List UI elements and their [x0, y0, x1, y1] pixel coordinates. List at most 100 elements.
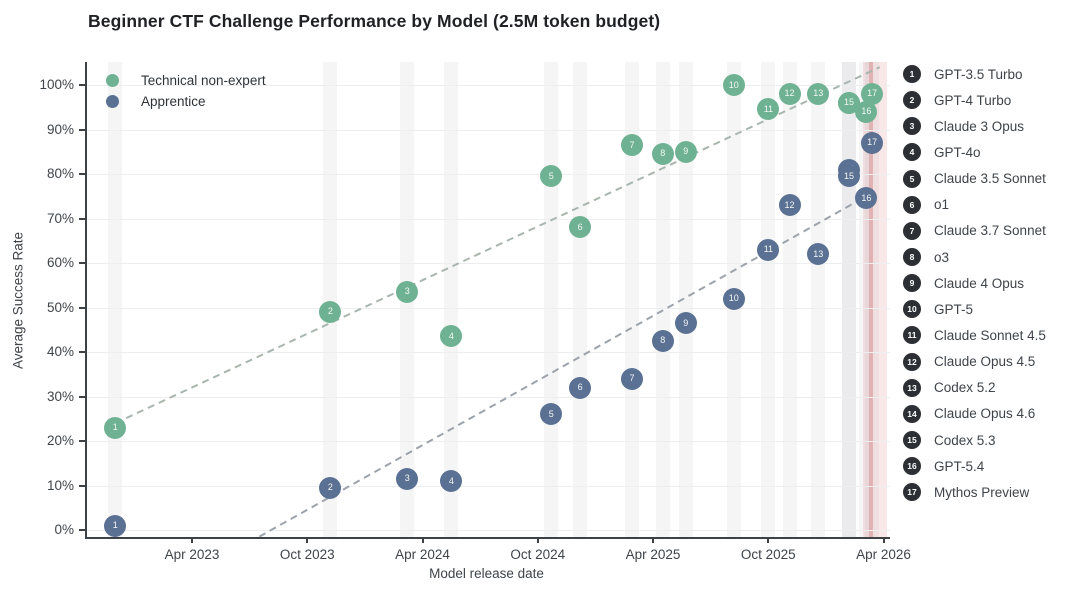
- legend-model-row: 3 Claude 3 Opus: [903, 113, 1046, 139]
- series-label-technical-non-expert: Technical non-expert: [141, 73, 266, 88]
- point-technical-non-expert-11: 11: [757, 98, 780, 121]
- legend-model-number: 8: [903, 248, 921, 267]
- point-technical-non-expert-3: 3: [396, 280, 419, 303]
- y-tick: [79, 306, 85, 309]
- x-tick-label: Apr 2024: [395, 547, 450, 562]
- plot-area: 1234567891011121314151617123456789101112…: [85, 62, 890, 539]
- y-tick: [79, 484, 85, 487]
- legend-model-name: Claude Sonnet 4.5: [934, 327, 1046, 343]
- y-tick-label: 50%: [46, 299, 74, 315]
- legend-model-number: 11: [903, 326, 921, 345]
- legend-model-number: 4: [903, 143, 921, 162]
- legend-model-row: 6 o1: [903, 192, 1046, 218]
- y-tick-label: 90%: [46, 121, 74, 137]
- release-date-stripe: [678, 62, 693, 537]
- legend-model-row: 8 o3: [903, 244, 1046, 270]
- legend-model-number: 5: [903, 169, 921, 188]
- point-apprentice-15: 15: [838, 165, 861, 188]
- point-apprentice-6: 6: [569, 376, 592, 399]
- point-apprentice-10: 10: [722, 287, 745, 310]
- point-apprentice-12: 12: [778, 194, 801, 217]
- x-tick-label: Oct 2023: [279, 547, 335, 562]
- x-tick-label: Oct 2025: [740, 547, 796, 562]
- release-date-stripe: [323, 62, 338, 537]
- legend-model-name: Codex 5.2: [934, 380, 996, 396]
- point-technical-non-expert-12: 12: [778, 82, 801, 105]
- x-tick: [767, 537, 770, 543]
- y-gridline: [87, 485, 890, 487]
- release-date-stripe: [573, 62, 588, 537]
- legend-model-name: GPT-3.5 Turbo: [934, 66, 1023, 82]
- point-technical-non-expert-2: 2: [319, 300, 342, 323]
- release-date-stripe: [811, 62, 826, 537]
- legend-model-name: GPT-4 Turbo: [934, 92, 1012, 108]
- x-tick-label: Apr 2025: [625, 547, 681, 562]
- chart-title: Beginner CTF Challenge Performance by Mo…: [88, 11, 661, 31]
- y-gridline: [87, 396, 890, 398]
- point-technical-non-expert-13: 13: [807, 82, 830, 105]
- point-apprentice-13: 13: [807, 243, 830, 266]
- y-tick-label: 30%: [46, 388, 74, 404]
- release-date-stripe: [859, 62, 874, 537]
- x-tick: [190, 537, 193, 543]
- legend-model-name: Claude Opus 4.5: [934, 354, 1036, 370]
- x-tick: [882, 537, 885, 543]
- y-gridline: [87, 85, 890, 86]
- legend-model-name: GPT-4o: [934, 144, 981, 160]
- y-tick: [79, 529, 85, 531]
- x-axis-label: Model release date: [429, 566, 544, 581]
- legend-item-technical-non-expert: Technical non-expert: [106, 70, 266, 91]
- legend-model-number: 13: [903, 378, 921, 397]
- y-gridline: [87, 263, 890, 264]
- legend-model-row: 4 GPT-4o: [903, 139, 1046, 165]
- y-gridline: [87, 129, 890, 131]
- legend-model-name: Claude 3.7 Sonnet: [934, 223, 1046, 239]
- point-technical-non-expert-16: 16: [855, 100, 878, 123]
- y-tick: [79, 262, 85, 264]
- legend-model-row: 10 GPT-5: [903, 296, 1046, 322]
- y-tick-label: 10%: [46, 477, 74, 493]
- point-technical-non-expert-8: 8: [651, 142, 674, 165]
- y-tick-label: 100%: [39, 77, 74, 92]
- y-tick-label: 40%: [46, 344, 74, 359]
- y-gridline: [87, 352, 890, 353]
- y-gridline: [87, 174, 890, 175]
- legend-item-apprentice: Apprentice: [106, 91, 266, 112]
- point-apprentice-9: 9: [674, 312, 697, 335]
- y-tick: [79, 173, 85, 175]
- legend-model-row: 12 Claude Opus 4.5: [903, 349, 1046, 375]
- x-tick-label: Apr 2023: [164, 547, 220, 562]
- series-dot-apprentice-icon: [106, 95, 119, 108]
- point-apprentice-16: 16: [855, 187, 878, 210]
- release-date-stripe: [782, 62, 797, 537]
- point-apprentice-11: 11: [757, 238, 780, 261]
- x-tick: [652, 537, 655, 543]
- legend-model-row: 1 GPT-3.5 Turbo: [903, 61, 1046, 87]
- point-apprentice-1: 1: [104, 514, 127, 537]
- legend-model-name: Claude 3.5 Sonnet: [934, 171, 1046, 187]
- x-tick: [421, 537, 424, 543]
- legend-model-number: 10: [903, 300, 921, 319]
- y-tick-label: 70%: [46, 210, 74, 226]
- x-tick: [536, 537, 539, 543]
- point-apprentice-7: 7: [620, 367, 643, 390]
- legend-model-number: 16: [903, 457, 921, 476]
- point-technical-non-expert-6: 6: [569, 216, 592, 239]
- legend-model-name: GPT-5.4: [934, 458, 985, 474]
- point-technical-non-expert-1: 1: [104, 416, 127, 439]
- y-tick: [79, 84, 85, 86]
- legend-model-row: 13 Codex 5.2: [903, 375, 1046, 401]
- legend-model-row: 14 Claude Opus 4.6: [903, 401, 1046, 427]
- legend-model-row: 11 Claude Sonnet 4.5: [903, 322, 1046, 348]
- legend-model-number: 3: [903, 117, 921, 136]
- legend-model-row: 15 Codex 5.3: [903, 427, 1046, 453]
- legend-model-number: 6: [903, 195, 921, 214]
- y-tick: [79, 395, 85, 398]
- legend-model-number: 1: [903, 65, 921, 84]
- legend-model-number: 9: [903, 274, 921, 293]
- legend-model-number: 12: [903, 352, 921, 371]
- legend-model-name: o3: [934, 249, 950, 265]
- series-dot-technical-non-expert-icon: [106, 74, 119, 87]
- release-date-stripe: [761, 62, 776, 537]
- x-tick-label: Oct 2024: [510, 547, 566, 562]
